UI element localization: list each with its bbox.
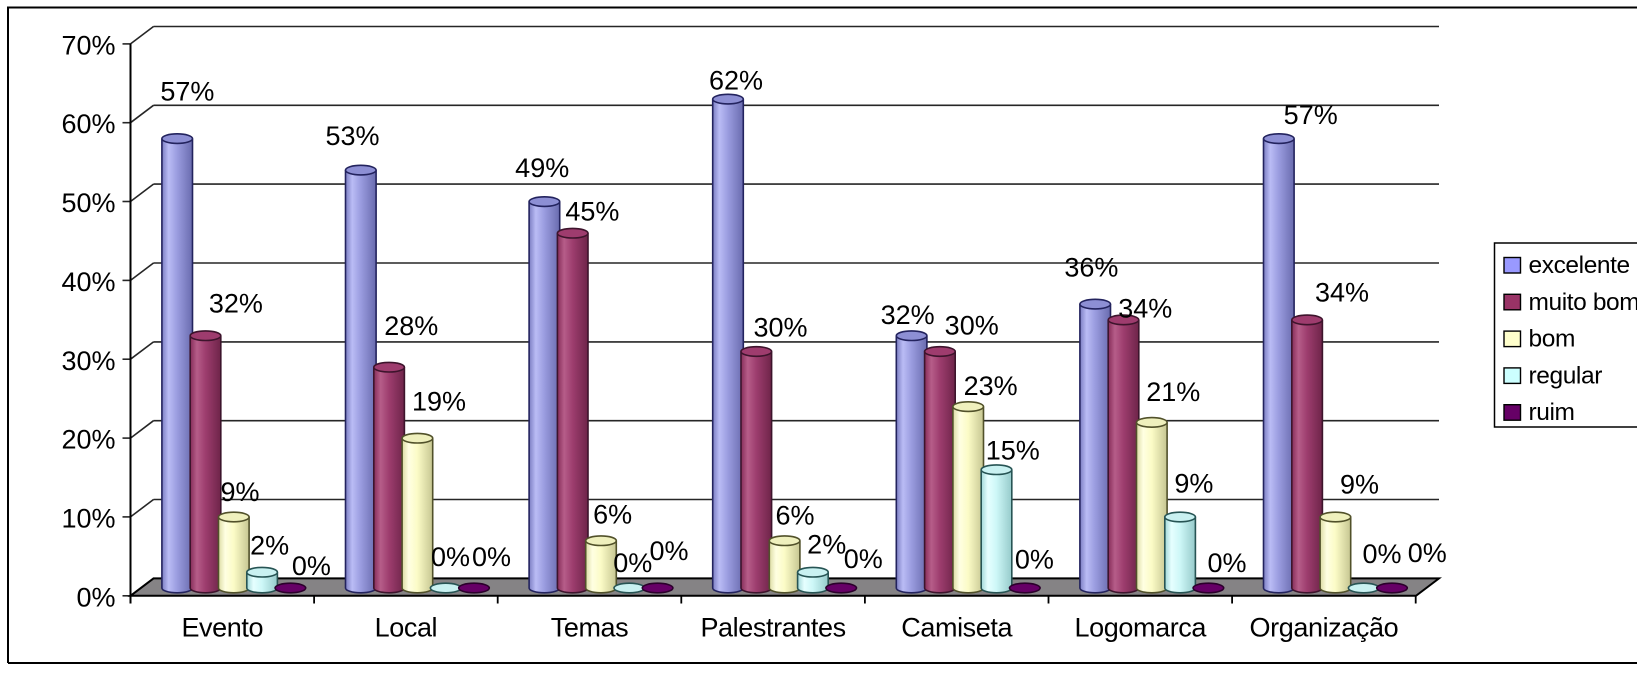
svg-text:0%: 0% xyxy=(472,542,511,572)
svg-text:Organização: Organização xyxy=(1250,613,1399,643)
svg-text:15%: 15% xyxy=(986,435,1040,465)
svg-text:9%: 9% xyxy=(1174,469,1213,499)
svg-text:0%: 0% xyxy=(1408,538,1447,568)
svg-text:0%: 0% xyxy=(613,548,652,578)
svg-text:30%: 30% xyxy=(753,313,807,343)
svg-text:muito bom: muito bom xyxy=(1529,289,1637,316)
svg-text:6%: 6% xyxy=(593,500,632,530)
svg-text:bom: bom xyxy=(1529,326,1575,353)
svg-text:ruim: ruim xyxy=(1529,399,1575,426)
svg-text:49%: 49% xyxy=(515,153,569,183)
svg-text:70%: 70% xyxy=(61,30,115,60)
svg-text:50%: 50% xyxy=(61,188,115,218)
svg-text:Palestrantes: Palestrantes xyxy=(700,613,845,643)
svg-text:0%: 0% xyxy=(1362,539,1401,569)
svg-text:Temas: Temas xyxy=(551,613,629,643)
svg-text:0%: 0% xyxy=(1015,545,1054,575)
svg-text:60%: 60% xyxy=(61,109,115,139)
svg-text:2%: 2% xyxy=(250,530,289,560)
svg-text:regular: regular xyxy=(1529,362,1603,389)
svg-text:19%: 19% xyxy=(412,386,466,416)
svg-text:0%: 0% xyxy=(844,544,883,574)
svg-text:0%: 0% xyxy=(649,536,688,566)
svg-text:30%: 30% xyxy=(61,346,115,376)
svg-text:36%: 36% xyxy=(1064,253,1118,283)
svg-text:excelente: excelente xyxy=(1529,252,1630,279)
svg-text:32%: 32% xyxy=(881,300,935,330)
svg-text:40%: 40% xyxy=(61,267,115,297)
svg-text:0%: 0% xyxy=(76,582,115,612)
svg-text:0%: 0% xyxy=(292,551,331,581)
svg-text:30%: 30% xyxy=(945,311,999,341)
svg-text:Evento: Evento xyxy=(181,613,263,643)
svg-text:53%: 53% xyxy=(325,121,379,151)
svg-text:34%: 34% xyxy=(1315,278,1369,308)
svg-text:Local: Local xyxy=(375,613,438,643)
svg-text:45%: 45% xyxy=(565,197,619,227)
svg-text:2%: 2% xyxy=(807,529,846,559)
svg-text:9%: 9% xyxy=(1340,470,1379,500)
svg-text:32%: 32% xyxy=(209,288,263,318)
svg-text:Camiseta: Camiseta xyxy=(901,613,1013,643)
svg-text:20%: 20% xyxy=(61,425,115,455)
svg-text:21%: 21% xyxy=(1146,377,1200,407)
svg-text:57%: 57% xyxy=(160,76,214,106)
svg-text:57%: 57% xyxy=(1284,100,1338,130)
svg-text:34%: 34% xyxy=(1118,293,1172,323)
svg-text:0%: 0% xyxy=(431,542,470,572)
svg-text:6%: 6% xyxy=(775,501,814,531)
svg-text:Logomarca: Logomarca xyxy=(1075,613,1208,643)
svg-text:28%: 28% xyxy=(384,311,438,341)
svg-text:9%: 9% xyxy=(220,477,259,507)
svg-text:23%: 23% xyxy=(964,371,1018,401)
svg-text:62%: 62% xyxy=(709,66,763,96)
svg-text:0%: 0% xyxy=(1207,548,1246,578)
svg-text:10%: 10% xyxy=(61,503,115,533)
